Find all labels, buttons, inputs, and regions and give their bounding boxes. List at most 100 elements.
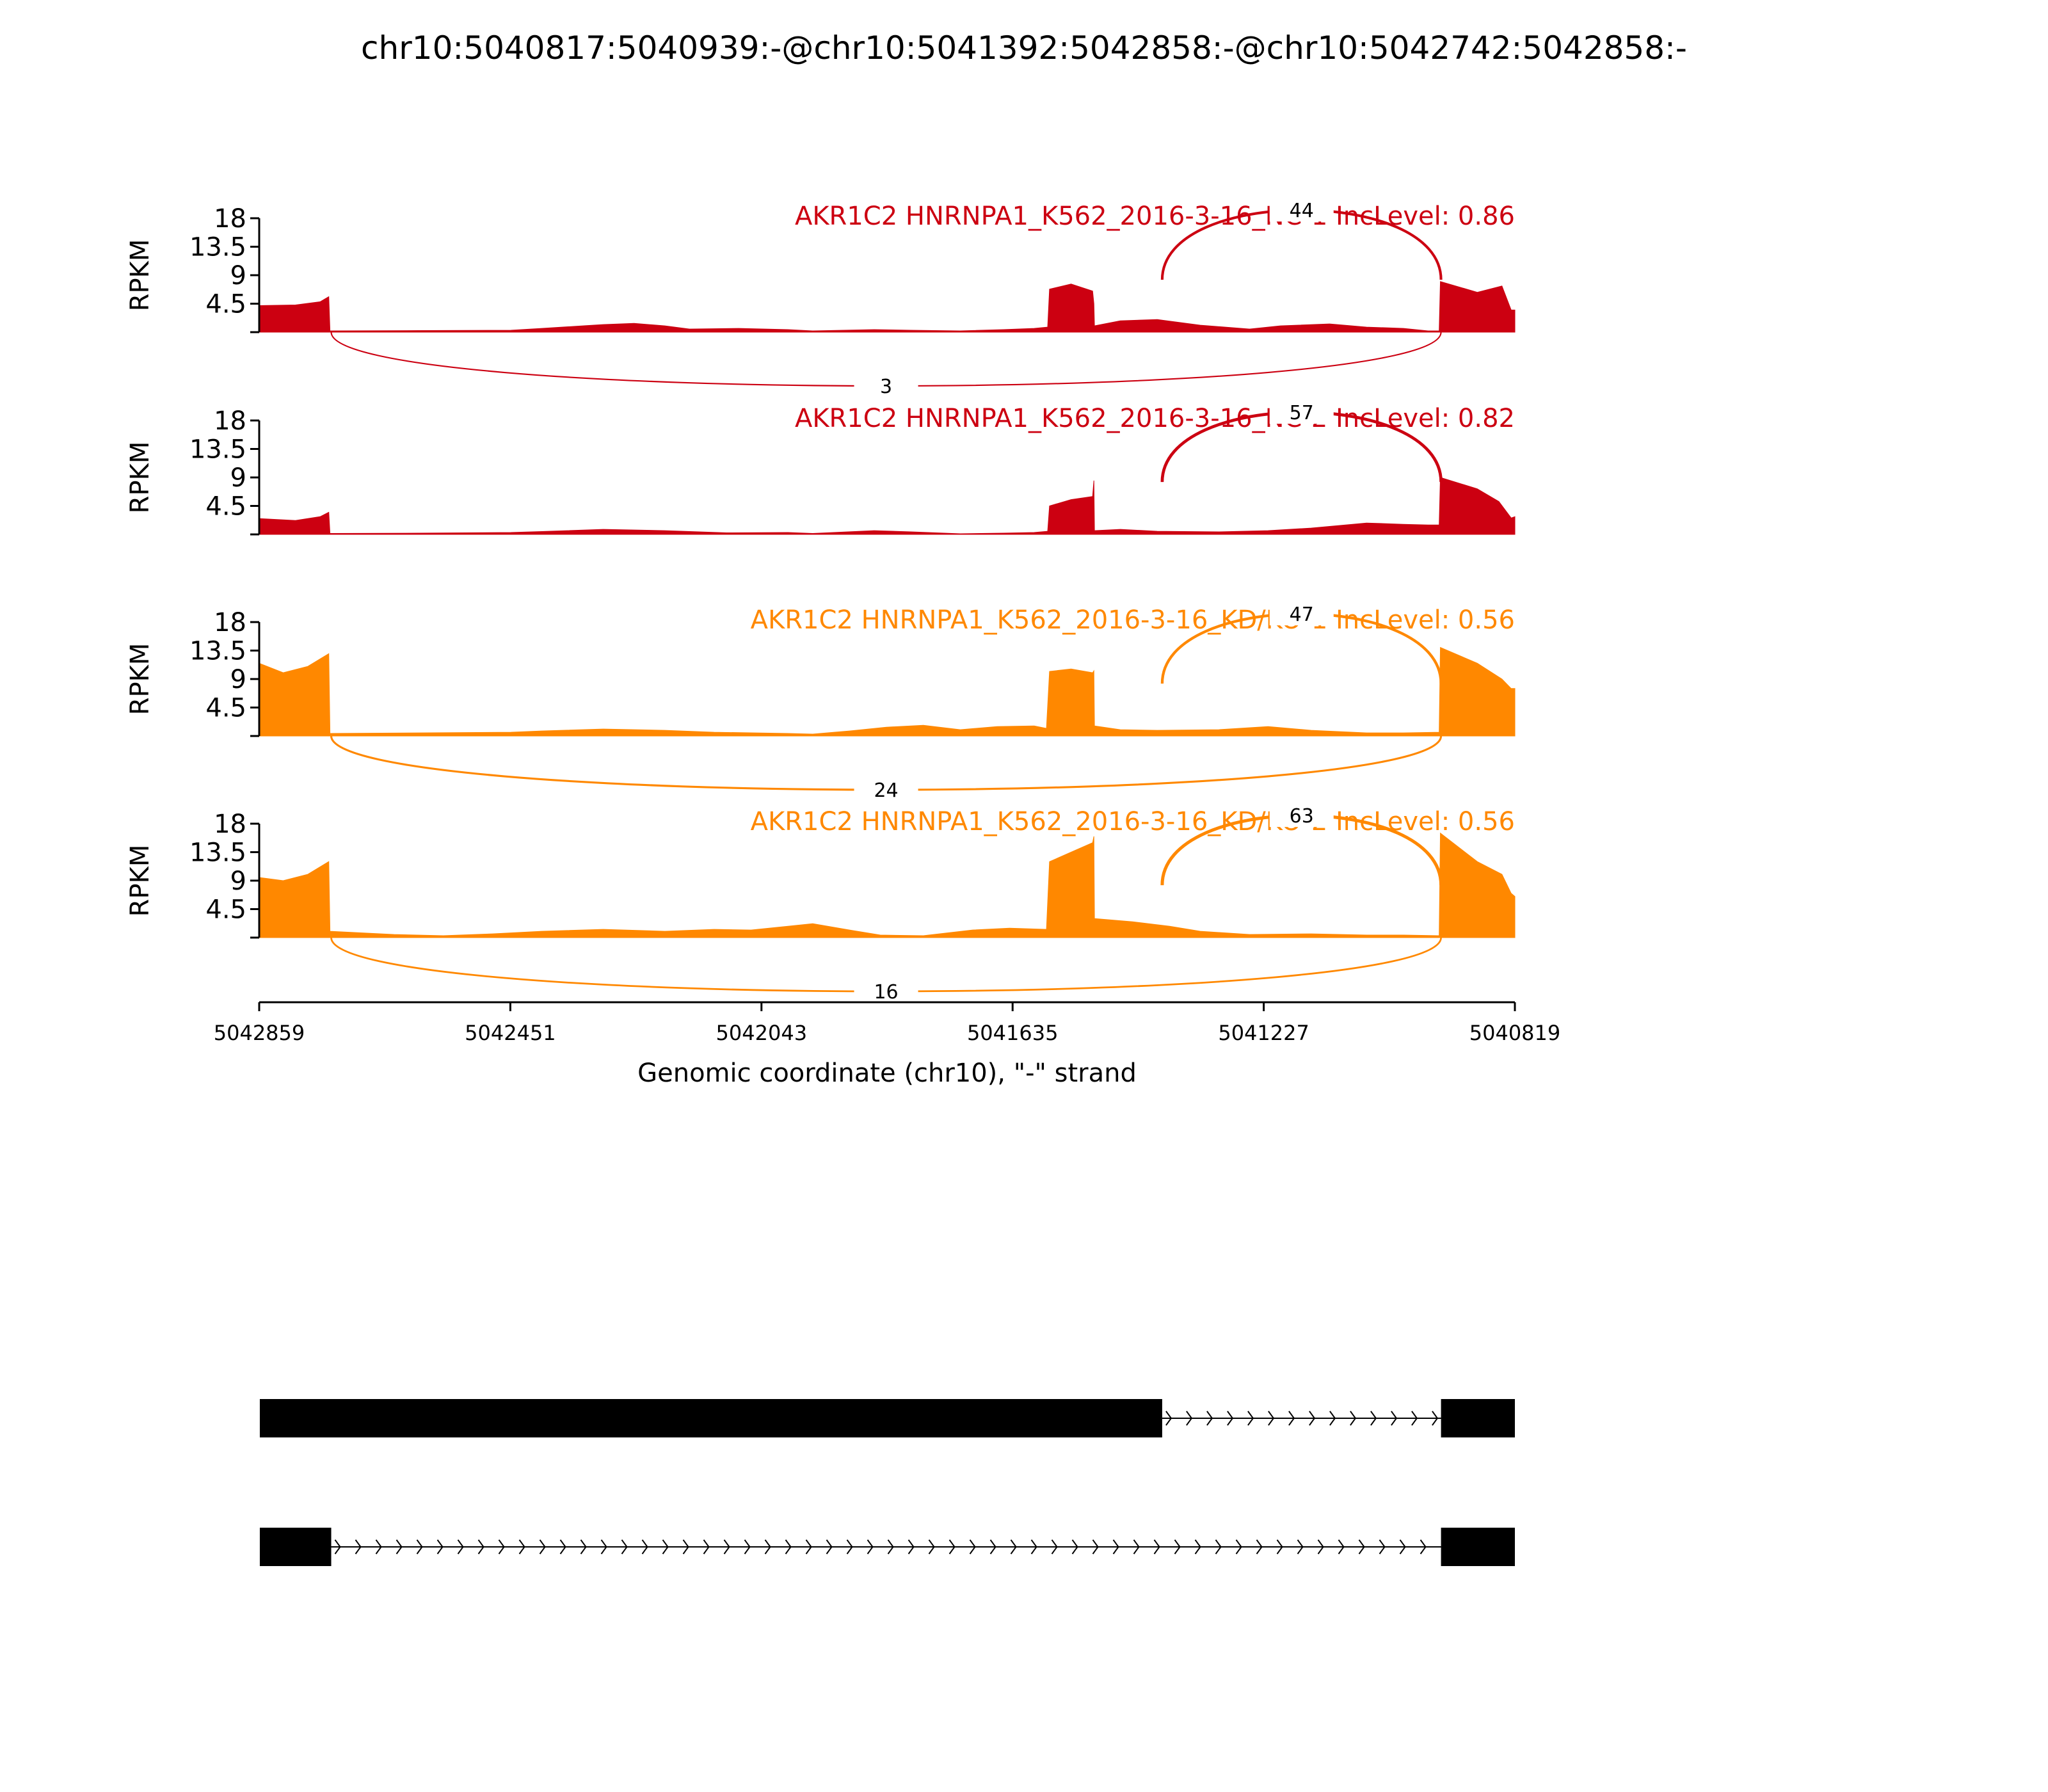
strand-arrow xyxy=(1186,1411,1193,1426)
track-label: AKR1C2 HNRNPA1_K562_2016-3-16_KD/KO-2 In… xyxy=(751,807,1515,836)
y-tick-label: 4.5 xyxy=(205,895,246,925)
strand-arrow xyxy=(1297,1539,1304,1555)
y-tick-label: 13.5 xyxy=(189,233,246,262)
strand-arrow xyxy=(1153,1539,1160,1555)
strand-arrow xyxy=(1235,1539,1242,1555)
exon-block xyxy=(1441,1399,1515,1437)
strand-arrow xyxy=(375,1539,382,1555)
strand-arrow xyxy=(1379,1539,1386,1555)
strand-arrow xyxy=(887,1539,894,1555)
y-tick-label: 13.5 xyxy=(189,435,246,465)
strand-arrow xyxy=(703,1539,710,1555)
junction-count: 57 xyxy=(1290,402,1314,424)
strand-arrow xyxy=(723,1539,730,1555)
y-tick-label: 18 xyxy=(214,406,246,436)
strand-arrow xyxy=(744,1539,751,1555)
y-tick-label: 4.5 xyxy=(205,290,246,319)
strand-arrow xyxy=(1432,1411,1439,1426)
junction-count: 63 xyxy=(1290,805,1314,828)
strand-arrow xyxy=(928,1539,935,1555)
strand-arrow xyxy=(662,1539,669,1555)
strand-arrow xyxy=(1276,1539,1283,1555)
strand-arrow xyxy=(1165,1411,1172,1426)
y-tick-label: 9 xyxy=(230,665,246,694)
y-tick-label: 13.5 xyxy=(189,637,246,666)
isoform-1 xyxy=(259,1399,1515,1437)
y-tick-label: 13.5 xyxy=(189,838,246,868)
x-tick-label: 5042859 xyxy=(214,1021,305,1045)
strand-arrow xyxy=(1420,1539,1427,1555)
strand-arrow xyxy=(334,1539,341,1555)
strand-arrow xyxy=(1071,1539,1078,1555)
strand-arrow xyxy=(826,1539,833,1555)
strand-arrow xyxy=(1010,1539,1017,1555)
y-tick-label: 18 xyxy=(214,608,246,637)
y-axis-label: RPKM xyxy=(125,643,155,716)
strand-arrow xyxy=(989,1539,996,1555)
y-tick-label: 9 xyxy=(230,867,246,896)
strand-arrow xyxy=(1247,1411,1254,1426)
junction-count: 24 xyxy=(874,780,898,802)
strand-arrow xyxy=(580,1539,587,1555)
strand-arrow xyxy=(1051,1539,1058,1555)
strand-arrow xyxy=(1133,1539,1140,1555)
strand-arrow xyxy=(416,1539,423,1555)
strand-arrow xyxy=(1206,1411,1213,1426)
strand-arrow xyxy=(867,1539,874,1555)
x-tick-label: 5042043 xyxy=(716,1021,808,1045)
junction-count: 44 xyxy=(1290,200,1314,222)
strand-arrow xyxy=(1399,1539,1406,1555)
strand-arrow xyxy=(600,1539,607,1555)
coverage-area xyxy=(259,477,1516,535)
x-tick-label: 5041227 xyxy=(1218,1021,1309,1045)
y-tick-label: 18 xyxy=(214,204,246,234)
y-axis-label: RPKM xyxy=(125,845,155,917)
x-tick-label: 5040819 xyxy=(1469,1021,1561,1045)
strand-arrow xyxy=(1256,1539,1263,1555)
junction-count-background xyxy=(1269,804,1334,828)
strand-arrow xyxy=(396,1539,403,1555)
junction-count-background xyxy=(854,980,918,1004)
exon-block xyxy=(259,1399,1162,1437)
strand-arrow xyxy=(969,1539,976,1555)
coverage-area xyxy=(259,646,1516,737)
strand-arrow xyxy=(1092,1539,1099,1555)
strand-arrow xyxy=(948,1539,956,1555)
junction-count-background xyxy=(854,374,918,398)
strand-arrow xyxy=(1391,1411,1398,1426)
strand-arrow xyxy=(682,1539,689,1555)
coverage-area xyxy=(259,832,1516,938)
y-axis-label: RPKM xyxy=(125,442,155,514)
strand-arrow xyxy=(1329,1411,1336,1426)
strand-arrow xyxy=(1317,1539,1324,1555)
exon-block xyxy=(259,1528,332,1566)
junction-count: 16 xyxy=(874,981,898,1004)
strand-arrow xyxy=(1370,1411,1377,1426)
strand-arrow xyxy=(518,1539,525,1555)
x-tick-label: 5042451 xyxy=(465,1021,556,1045)
strand-arrow xyxy=(1338,1539,1345,1555)
strand-arrow xyxy=(908,1539,915,1555)
strand-arrow xyxy=(1030,1539,1037,1555)
strand-arrow xyxy=(1350,1411,1357,1426)
junction-count: 3 xyxy=(880,376,892,398)
track-label: AKR1C2 HNRNPA1_K562_2016-3-16_NC-1 IncLe… xyxy=(795,202,1515,231)
y-tick-label: 9 xyxy=(230,261,246,291)
y-tick-label: 9 xyxy=(230,463,246,493)
strand-arrow xyxy=(785,1539,792,1555)
isoform-structures xyxy=(259,1399,1515,1566)
strand-arrow xyxy=(1411,1411,1418,1426)
strand-arrow xyxy=(1194,1539,1201,1555)
coverage-area xyxy=(259,281,1516,333)
strand-arrow xyxy=(1309,1411,1316,1426)
figure-title: chr10:5040817:5040939:-@chr10:5041392:50… xyxy=(361,29,1687,67)
track-label: AKR1C2 HNRNPA1_K562_2016-3-16_KD/KO-1 In… xyxy=(751,605,1515,635)
strand-arrow xyxy=(1227,1411,1234,1426)
x-axis-label: Genomic coordinate (chr10), "-" strand xyxy=(637,1059,1137,1088)
junction-count-background xyxy=(854,778,918,802)
strand-arrow xyxy=(846,1539,853,1555)
isoform-2 xyxy=(259,1528,1515,1566)
